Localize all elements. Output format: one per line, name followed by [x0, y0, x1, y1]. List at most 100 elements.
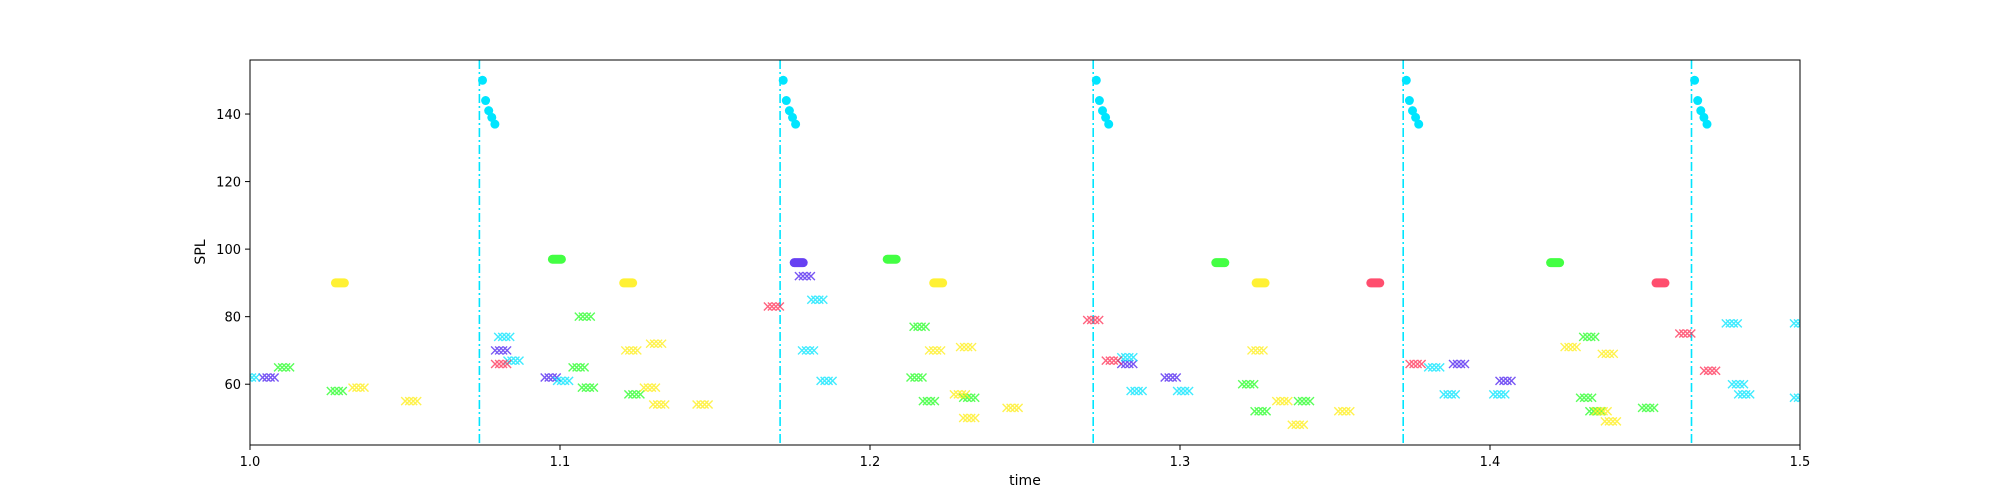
x-tick-label: 1.4	[1480, 455, 1501, 470]
x-marker	[1583, 393, 1593, 403]
x-marker	[1575, 393, 1585, 403]
x-marker	[1564, 342, 1574, 352]
x-marker	[1789, 318, 1799, 328]
x-marker	[958, 413, 968, 423]
circle-marker	[1404, 96, 1414, 106]
x-marker	[581, 383, 591, 393]
x-marker	[1443, 389, 1453, 399]
x-marker	[330, 386, 340, 396]
x-marker	[270, 372, 280, 382]
x-marker	[949, 389, 959, 399]
x-marker	[1431, 362, 1441, 372]
x-marker	[1452, 359, 1462, 369]
x-marker	[348, 383, 357, 393]
x-marker	[700, 399, 710, 409]
x-marker	[360, 383, 369, 393]
x-marker-cluster	[568, 362, 590, 372]
x-marker	[1258, 406, 1268, 416]
circle-marker	[1693, 96, 1703, 106]
x-marker-cluster	[1578, 332, 1600, 342]
x-marker	[802, 271, 812, 281]
circle-marker	[1408, 106, 1417, 116]
circle-marker	[1690, 75, 1700, 85]
x-marker-cluster	[1160, 372, 1182, 382]
x-marker	[1733, 318, 1743, 328]
x-marker	[1495, 376, 1504, 386]
x-marker-cluster	[639, 383, 661, 393]
x-marker-cluster	[1101, 356, 1123, 366]
x-marker-cluster	[1333, 406, 1355, 416]
x-marker	[649, 339, 659, 349]
x-marker	[1250, 406, 1260, 416]
x-marker	[1737, 389, 1747, 399]
x-marker	[816, 376, 826, 386]
x-marker	[928, 345, 938, 355]
x-marker	[696, 399, 706, 409]
x-marker	[966, 393, 976, 403]
x-marker	[502, 359, 512, 369]
x-marker	[620, 345, 630, 355]
x-marker	[657, 339, 667, 349]
x-marker	[412, 396, 422, 406]
circle-marker-cluster	[330, 278, 349, 288]
circle-marker	[1401, 75, 1411, 85]
x-marker	[906, 372, 915, 382]
x-marker-cluster	[1082, 315, 1104, 325]
x-marker	[493, 332, 503, 342]
x-marker	[1341, 406, 1351, 416]
x-marker	[352, 383, 361, 393]
x-marker	[540, 372, 550, 382]
x-marker-cluster	[909, 322, 931, 332]
x-marker-cluster	[1439, 389, 1461, 399]
circle-marker	[484, 106, 494, 116]
x-marker	[627, 389, 637, 399]
x-marker-cluster	[490, 345, 512, 355]
x-marker-cluster	[250, 372, 261, 382]
x-marker	[635, 389, 645, 399]
x-marker	[577, 383, 587, 393]
x-marker	[262, 372, 272, 382]
x-marker	[1130, 386, 1140, 396]
x-marker-cluster	[1002, 403, 1024, 413]
x-marker	[266, 372, 276, 382]
x-marker	[1507, 376, 1516, 386]
x-marker	[922, 396, 932, 406]
x-marker	[624, 345, 634, 355]
x-marker	[408, 396, 418, 406]
x-marker-cluster	[623, 389, 645, 399]
x-marker	[544, 372, 554, 382]
x-marker-cluster	[1674, 329, 1696, 339]
x-marker	[1439, 389, 1449, 399]
x-marker	[1006, 403, 1016, 413]
x-marker	[497, 332, 507, 342]
x-marker	[1305, 396, 1315, 406]
circle-marker-cluster	[882, 254, 901, 264]
x-marker	[1287, 420, 1297, 430]
x-marker	[277, 362, 287, 372]
x-marker-cluster	[620, 345, 642, 355]
x-marker	[1435, 362, 1445, 372]
x-marker	[1735, 379, 1745, 389]
x-marker	[285, 362, 295, 372]
x-marker	[1678, 329, 1688, 339]
x-marker	[589, 383, 599, 393]
x-marker-cluster	[493, 332, 515, 342]
x-marker	[810, 295, 820, 305]
x-marker	[1413, 359, 1423, 369]
x-marker	[1337, 406, 1347, 416]
x-marker	[1637, 403, 1647, 413]
x-marker	[828, 376, 838, 386]
x-marker	[1184, 386, 1194, 396]
x-marker	[1247, 345, 1256, 355]
x-marker	[572, 362, 582, 372]
x-marker	[1254, 406, 1264, 416]
x-marker	[1802, 394, 1810, 402]
x-marker-cluster	[1287, 420, 1309, 430]
x-marker	[824, 376, 834, 386]
x-marker	[1301, 396, 1311, 406]
x-marker	[1090, 315, 1100, 325]
x-marker	[582, 312, 592, 322]
circle-marker-cluster	[929, 278, 948, 288]
x-marker	[704, 399, 714, 409]
